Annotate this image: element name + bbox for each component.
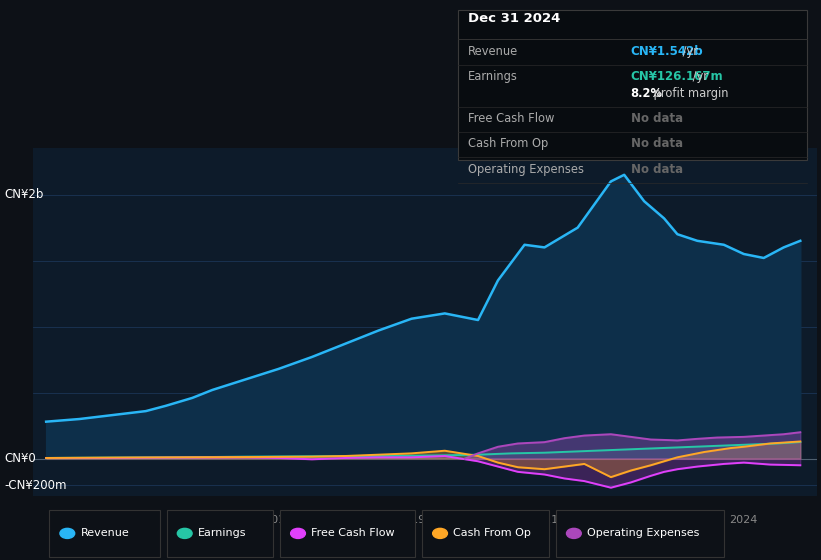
Text: 2022: 2022 bbox=[597, 515, 625, 525]
Text: 2021: 2021 bbox=[530, 515, 558, 525]
Text: Operating Expenses: Operating Expenses bbox=[468, 162, 584, 175]
Text: 2016: 2016 bbox=[198, 515, 227, 525]
Text: Revenue: Revenue bbox=[468, 45, 518, 58]
Text: Operating Expenses: Operating Expenses bbox=[587, 529, 699, 538]
Text: Free Cash Flow: Free Cash Flow bbox=[468, 112, 554, 125]
Text: 2020: 2020 bbox=[464, 515, 492, 525]
Text: Dec 31 2024: Dec 31 2024 bbox=[468, 12, 561, 25]
Text: Revenue: Revenue bbox=[80, 529, 129, 538]
Text: No data: No data bbox=[631, 112, 682, 125]
Text: Cash From Op: Cash From Op bbox=[468, 137, 548, 150]
Text: CN¥2b: CN¥2b bbox=[4, 188, 44, 201]
Text: 2018: 2018 bbox=[331, 515, 360, 525]
Text: /yr: /yr bbox=[690, 70, 709, 83]
Text: 2017: 2017 bbox=[264, 515, 293, 525]
Text: -CN¥200m: -CN¥200m bbox=[4, 479, 67, 492]
Text: Cash From Op: Cash From Op bbox=[453, 529, 531, 538]
Text: Free Cash Flow: Free Cash Flow bbox=[311, 529, 395, 538]
Text: Earnings: Earnings bbox=[198, 529, 246, 538]
Text: profit margin: profit margin bbox=[650, 87, 729, 100]
Text: No data: No data bbox=[631, 137, 682, 150]
Text: CN¥126.167m: CN¥126.167m bbox=[631, 70, 723, 83]
Text: 8.2%: 8.2% bbox=[631, 87, 663, 100]
Text: 2024: 2024 bbox=[730, 515, 758, 525]
Text: CN¥1.542b: CN¥1.542b bbox=[631, 45, 703, 58]
Text: 2023: 2023 bbox=[663, 515, 691, 525]
Text: 2019: 2019 bbox=[397, 515, 426, 525]
Text: /yr: /yr bbox=[679, 45, 698, 58]
Text: CN¥0: CN¥0 bbox=[4, 452, 36, 465]
Text: No data: No data bbox=[631, 162, 682, 175]
Text: Earnings: Earnings bbox=[468, 70, 518, 83]
Text: 2015: 2015 bbox=[131, 515, 160, 525]
